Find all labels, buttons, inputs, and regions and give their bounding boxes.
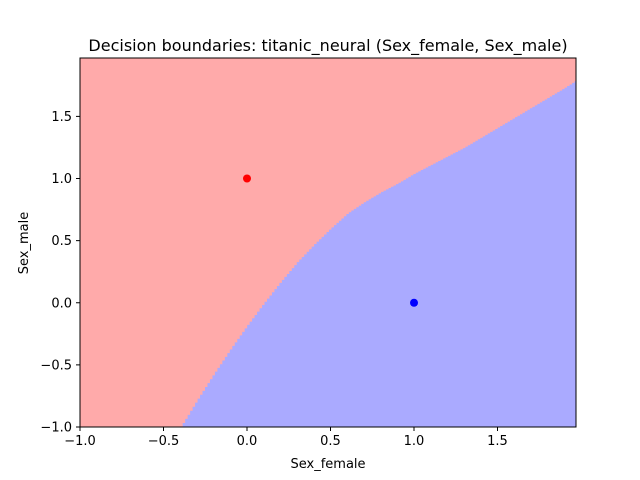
x-tick-label: 0.5 — [320, 434, 341, 449]
x-tick-label: −0.5 — [148, 434, 180, 449]
plot-area — [80, 58, 576, 427]
data-point-1 — [410, 298, 419, 307]
region-blue — [180, 81, 576, 427]
y-tick-label: 0.0 — [51, 296, 72, 311]
x-tick-label: 0.0 — [237, 434, 258, 449]
x-tick-label: 1.0 — [404, 434, 425, 449]
y-tick-label: 0.5 — [51, 234, 72, 249]
x-tick-label: 1.5 — [487, 434, 508, 449]
y-tick-label: 1.0 — [51, 172, 72, 187]
y-tick-label: −1.0 — [40, 421, 72, 436]
y-axis-label: Sex_male — [17, 212, 32, 274]
data-point-0 — [243, 174, 252, 183]
axes: −1.0 −0.5 0.0 0.5 1.0 1.5 −1.0 −0.5 0.0 0.5 1.0 1.5 — [40, 57, 577, 449]
x-tick-label: −1.0 — [64, 434, 96, 449]
y-tick-label: 1.5 — [51, 110, 72, 125]
plot-frame — [79, 57, 577, 428]
chart-title: Decision boundaries: titanic_neural (Sex… — [88, 36, 567, 56]
y-tick-label: −0.5 — [40, 358, 72, 373]
x-axis-label: Sex_female — [290, 457, 365, 472]
